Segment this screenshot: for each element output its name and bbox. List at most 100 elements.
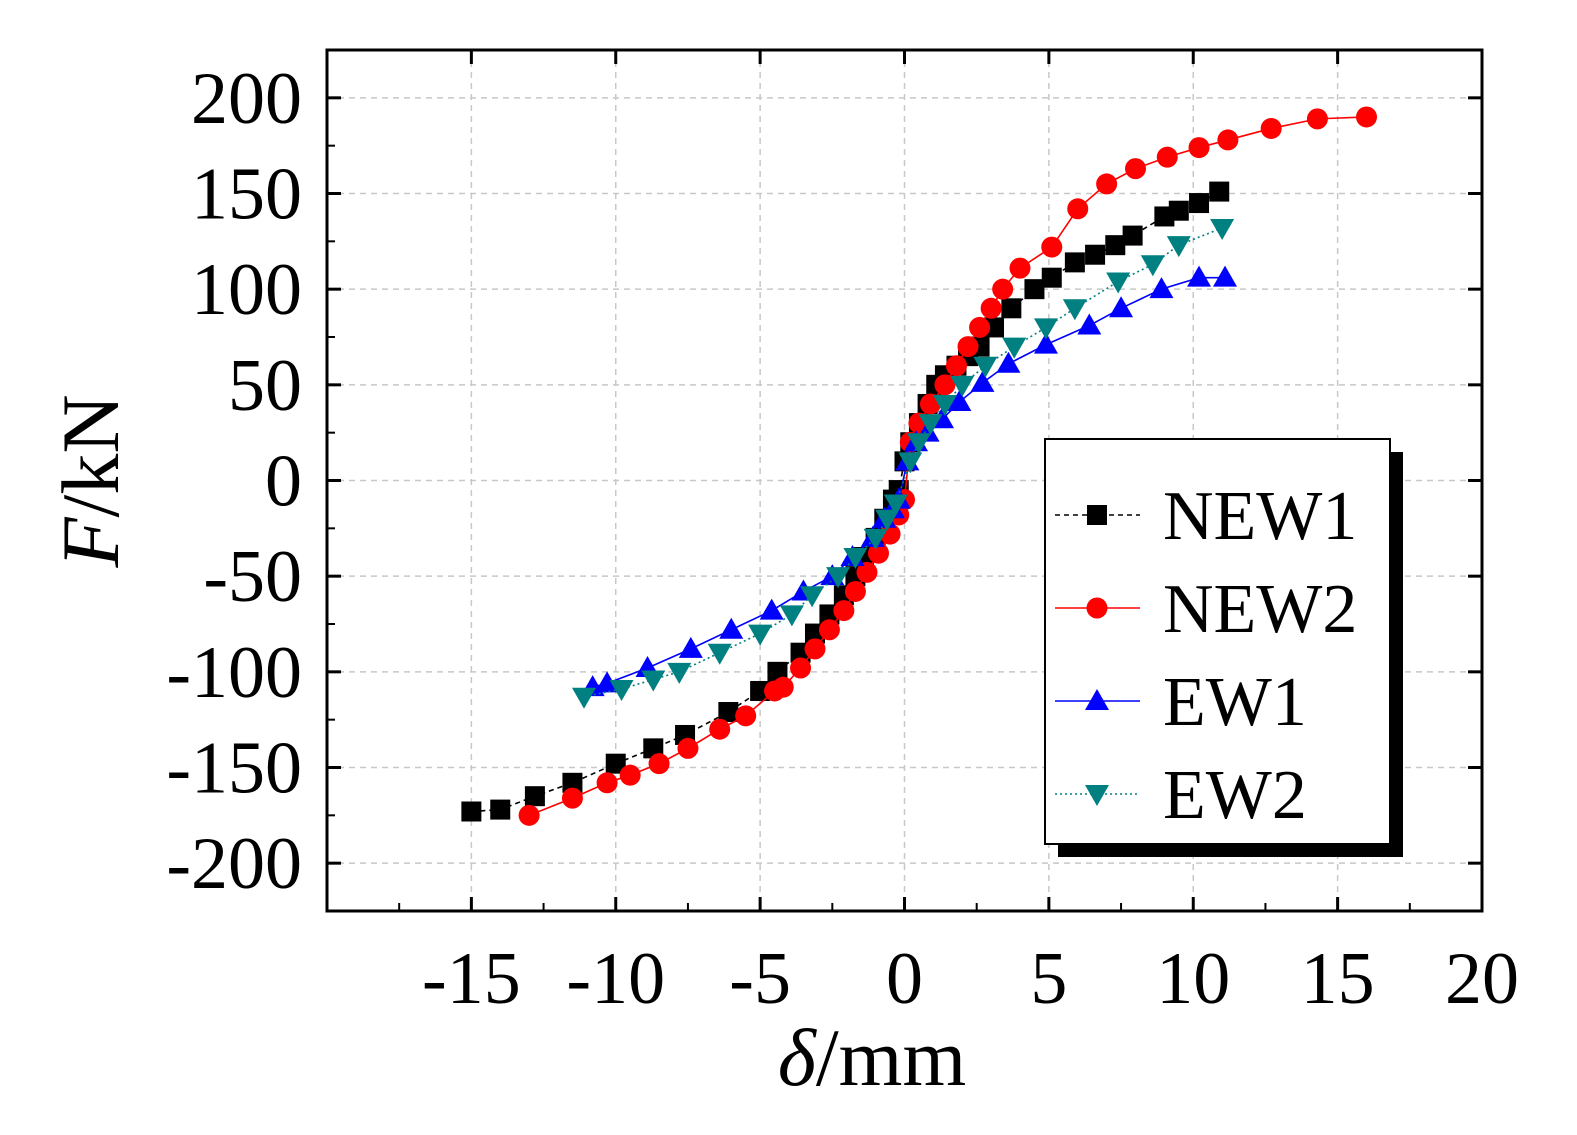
data-point-new2: [934, 374, 956, 396]
data-point-new1: [1064, 252, 1085, 273]
data-point-new2: [980, 297, 1002, 319]
data-point-new1: [1085, 244, 1106, 265]
data-point-new2: [1096, 173, 1118, 195]
data-point-new2: [868, 542, 890, 564]
data-point-ew2: [863, 528, 888, 550]
data-point-ew1: [678, 636, 703, 658]
data-point-new2: [1156, 146, 1178, 168]
series-group: [461, 106, 1377, 826]
x-tick-labels: -15 -10 -5 0 5 10 15 20: [422, 938, 1519, 1020]
data-point-new2: [1306, 108, 1328, 130]
data-point-ew1: [595, 671, 620, 693]
data-point-ew2: [800, 586, 825, 608]
data-point-ew2: [875, 509, 900, 531]
data-point-new2: [790, 657, 812, 679]
data-point-new1: [1024, 279, 1045, 300]
x-tick-label: 15: [1301, 938, 1375, 1020]
data-point-new1: [461, 801, 482, 822]
data-point-new2: [596, 772, 618, 794]
data-point-ew1: [1187, 265, 1212, 287]
data-point-new2: [969, 316, 991, 338]
data-point-new1: [1041, 267, 1062, 288]
x-tick-label: -15: [422, 938, 521, 1020]
data-point-ew1: [1213, 265, 1238, 287]
data-point-ew2: [1210, 218, 1235, 240]
x-axis-title: δ/mm: [778, 1012, 966, 1103]
axis-ticks: [327, 50, 1484, 911]
data-point-ew2: [843, 548, 868, 570]
legend-marker-new2: [1086, 597, 1108, 619]
series-ew2: [571, 218, 1235, 709]
x-tick-label: 5: [1030, 938, 1067, 1020]
data-point-ew2: [898, 452, 923, 474]
y-tick-label: 50: [228, 345, 302, 427]
legend-label-new1: NEW1: [1163, 478, 1357, 555]
y-tick-label: 0: [265, 441, 302, 523]
data-point-ew2: [1166, 236, 1191, 258]
y-tick-label: -100: [166, 632, 302, 714]
data-point-new2: [648, 753, 670, 775]
data-point-new2: [1188, 137, 1210, 159]
data-point-new1: [562, 772, 583, 793]
y-tick-labels: 200 150 100 50 0 -50 -100 -150 -200: [166, 58, 302, 905]
legend-label-ew1: EW1: [1163, 664, 1307, 741]
data-point-new2: [957, 336, 979, 358]
data-point-new1: [984, 317, 1005, 338]
data-point-new2: [804, 638, 826, 660]
data-point-new2: [1356, 106, 1377, 128]
data-point-new2: [1125, 158, 1146, 180]
data-point-ew1: [1077, 313, 1102, 335]
y-axis-title: F/kN: [45, 394, 136, 568]
data-point-new2: [856, 561, 878, 583]
y-tick-label: -150: [166, 728, 302, 810]
legend-marker-ew1: [1085, 689, 1109, 710]
data-point-new2: [518, 804, 540, 826]
legend-marker-new1: [1087, 505, 1107, 525]
data-point-new2: [833, 600, 855, 622]
y-tick-label: 100: [191, 249, 302, 331]
data-point-ew1: [1033, 332, 1058, 354]
data-point-ew2: [748, 624, 773, 646]
legend-label-ew2: EW2: [1163, 757, 1307, 834]
data-point-ew2: [1002, 337, 1027, 359]
data-point-new1: [605, 753, 626, 774]
data-point-new1: [750, 680, 771, 701]
data-point-new2: [772, 676, 794, 698]
data-point-new1: [1105, 235, 1126, 256]
data-point-ew1: [719, 617, 744, 639]
series-new2: [518, 106, 1377, 826]
data-point-ew2: [932, 394, 957, 416]
data-point-ew2: [641, 670, 666, 692]
data-point-ew2: [609, 680, 634, 702]
x-tick-label: 0: [886, 938, 923, 1020]
data-point-ew2: [918, 414, 943, 436]
y-axis-symbol: F: [45, 517, 136, 569]
data-point-ew2: [973, 356, 998, 378]
data-point-ew2: [707, 643, 732, 665]
data-point-ew2: [571, 687, 596, 709]
data-point-new2: [818, 619, 840, 641]
data-point-ew1: [1149, 277, 1174, 299]
data-point-ew2: [950, 375, 975, 397]
data-point-ew2: [1140, 255, 1165, 277]
data-point-ew2: [826, 567, 851, 589]
y-tick-label: -50: [203, 536, 302, 618]
data-point-new2: [619, 764, 641, 786]
x-tick-label: -5: [729, 938, 791, 1020]
data-point-ew2: [1062, 299, 1087, 321]
x-axis-unit: /mm: [816, 1012, 966, 1103]
x-tick-label: 10: [1156, 938, 1230, 1020]
data-point-new2: [1217, 129, 1239, 151]
data-point-new2: [945, 355, 967, 377]
data-point-new2: [735, 705, 757, 727]
data-point-new2: [844, 580, 866, 602]
x-axis-symbol: δ: [778, 1012, 818, 1103]
data-point-ew2: [779, 605, 804, 627]
data-point-new1: [718, 702, 739, 723]
data-point-new2: [677, 737, 699, 759]
series-line-new2: [528, 116, 1367, 817]
legend-label-new2: NEW2: [1163, 571, 1357, 648]
data-point-ew1: [996, 351, 1021, 373]
data-point-ew2: [1106, 272, 1131, 294]
